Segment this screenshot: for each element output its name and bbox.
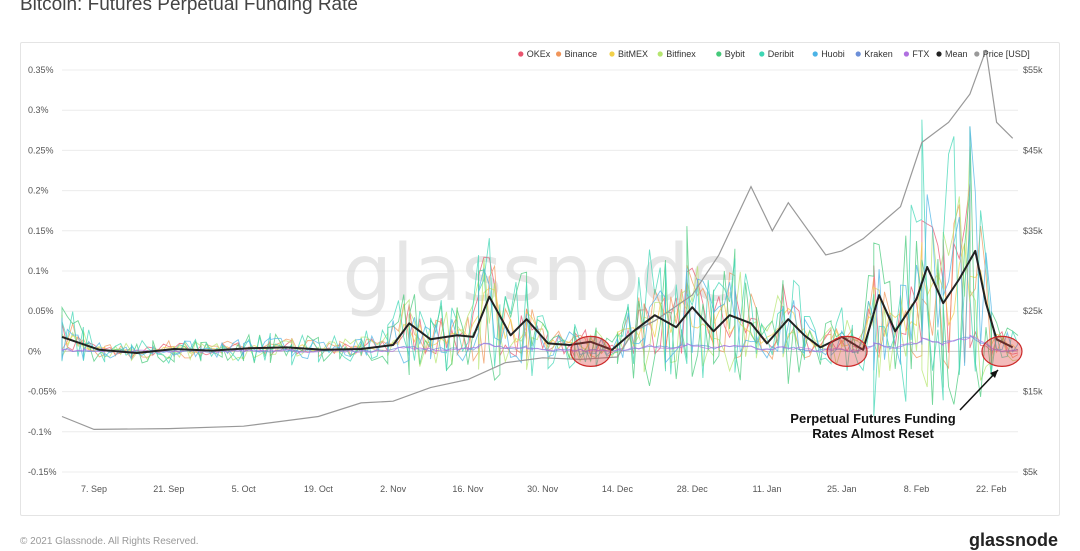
legend-marker (936, 51, 942, 57)
legend-marker (716, 51, 722, 57)
x-tick-label: 25. Jan (827, 484, 857, 494)
x-tick-label: 2. Nov (380, 484, 407, 494)
reset-highlight (826, 335, 868, 367)
legend-label: Bybit (725, 49, 746, 59)
legend-label: Deribit (768, 49, 795, 59)
right-tick-label: $55k (1023, 65, 1043, 75)
x-tick-label: 19. Oct (304, 484, 334, 494)
x-tick-label: 30. Nov (527, 484, 559, 494)
legend-marker (855, 51, 861, 57)
highlight-layer (570, 335, 1023, 367)
legend-label: OKEx (527, 49, 551, 59)
legend-label: Binance (565, 49, 598, 59)
legend-marker (657, 51, 663, 57)
price-series-layer (61, 49, 1014, 431)
legend-label: Huobi (821, 49, 845, 59)
left-tick-label: 0.15% (28, 226, 54, 236)
left-axis: 0.35% 0.3% 0.25% 0.2% 0.15% 0.1% 0.05% 0% -0.05%… (28, 65, 57, 477)
legend: Price [USD] Mean FTX Kraken Huobi Deribit Bybi… (518, 49, 1030, 59)
reset-highlight (981, 335, 1023, 367)
left-tick-label: -0.15% (28, 467, 57, 477)
left-tick-label: 0.3% (28, 105, 49, 115)
watermark-text: glassnode (343, 229, 738, 319)
legend-label: Bitfinex (666, 49, 696, 59)
series-line-huobi (61, 126, 1019, 371)
left-tick-label: 0.1% (28, 266, 49, 276)
legend-marker (609, 51, 615, 57)
right-tick-label: $25k (1023, 306, 1043, 316)
left-tick-label: 0% (28, 346, 41, 356)
right-tick-label: $5k (1023, 467, 1038, 477)
x-axis: 7. Sep 21. Sep 5. Oct 19. Oct 2. Nov 16. Nov 3… (81, 484, 1007, 494)
legend-label: Mean (945, 49, 968, 59)
legend-marker (556, 51, 562, 57)
legend-label: Kraken (864, 49, 893, 59)
x-tick-label: 28. Dec (677, 484, 709, 494)
x-tick-label: 22. Feb (976, 484, 1007, 494)
right-tick-label: $45k (1023, 145, 1043, 155)
left-tick-label: 0.05% (28, 306, 54, 316)
reset-highlight (570, 335, 612, 367)
right-tick-label: $35k (1023, 226, 1043, 236)
copyright-text: © 2021 Glassnode. All Rights Reserved. (20, 536, 199, 547)
footer-logo: glassnode (968, 530, 1058, 550)
left-tick-label: 0.25% (28, 145, 54, 155)
left-tick-label: -0.1% (28, 427, 52, 437)
x-tick-label: 11. Jan (753, 484, 782, 494)
mean-line (61, 249, 1014, 354)
x-tick-label: 16. Nov (452, 484, 484, 494)
x-tick-label: 8. Feb (904, 484, 930, 494)
x-tick-label: 7. Sep (81, 484, 107, 494)
left-tick-label: 0.35% (28, 65, 54, 75)
price-line (61, 49, 1014, 431)
legend-label: Price [USD] (983, 49, 1030, 59)
mean-series-layer (61, 249, 1014, 354)
annotation-arrowhead (990, 370, 998, 378)
legend-marker (974, 51, 980, 57)
legend-marker (812, 51, 818, 57)
left-tick-label: 0.2% (28, 186, 49, 196)
right-tick-label: $15k (1023, 387, 1043, 397)
page-title: Bitcoin: Futures Perpetual Funding Rate (20, 0, 358, 15)
chart-frame (20, 42, 1060, 516)
annotation-text: Rates Almost Reset (812, 426, 934, 441)
legend-marker (903, 51, 910, 57)
legend-label: BitMEX (618, 49, 648, 59)
legend-marker (759, 51, 765, 57)
x-tick-label: 14. Dec (602, 484, 634, 494)
annotation-text: Perpetual Futures Funding (790, 411, 955, 426)
annotation-arrow (959, 369, 999, 411)
x-tick-label: 5. Oct (232, 484, 257, 494)
legend-label: FTX (912, 49, 929, 59)
legend-marker (518, 51, 524, 57)
series-line-ftx (61, 334, 1019, 354)
right-axis: $55k $45k $35k $25k $15k $5k (1023, 65, 1043, 477)
x-tick-label: 21. Sep (153, 484, 184, 494)
left-tick-label: -0.05% (28, 387, 57, 397)
